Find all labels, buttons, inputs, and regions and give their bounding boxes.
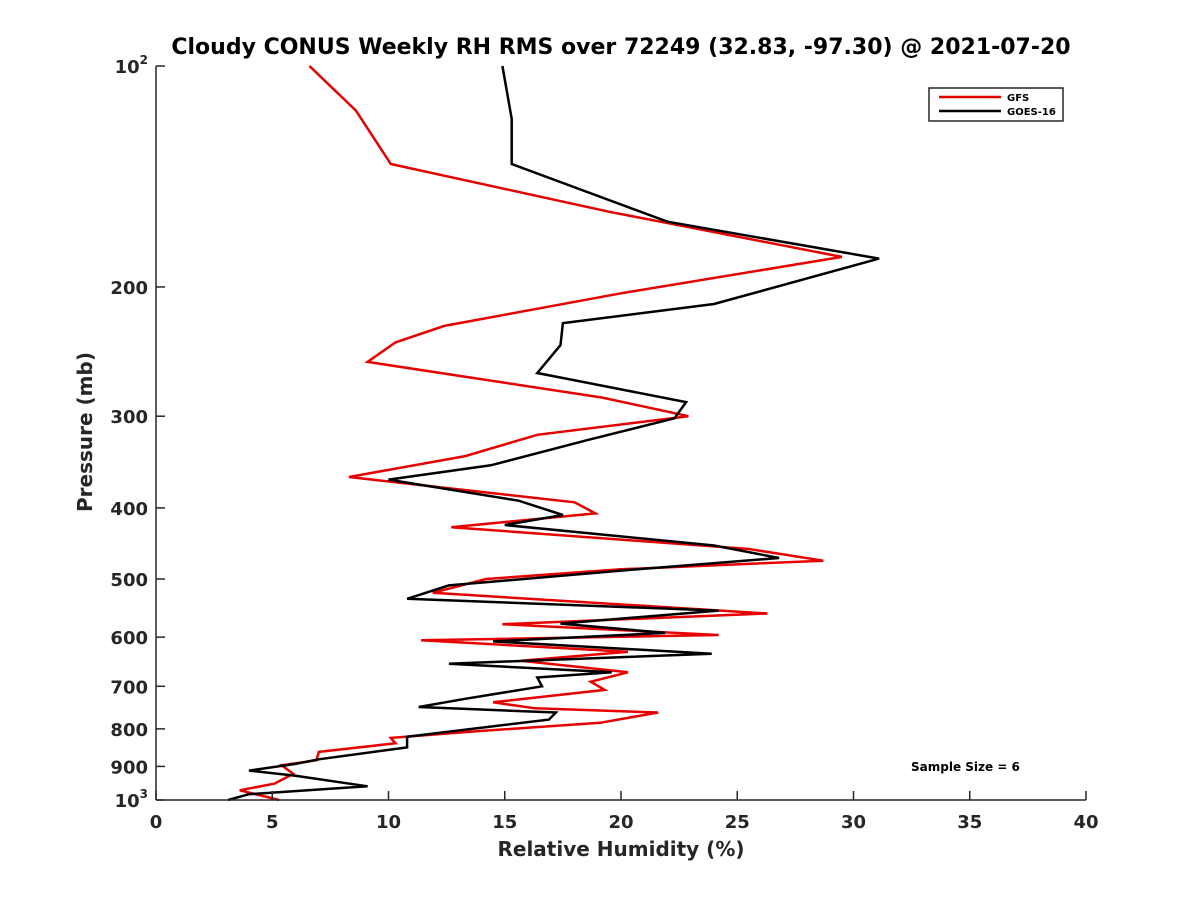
legend: GFS GOES-16 bbox=[928, 87, 1064, 122]
x-tick-label: 20 bbox=[608, 812, 633, 833]
series-layer bbox=[227, 65, 880, 802]
y-tick-label: 400 bbox=[110, 499, 148, 520]
legend-label-gfs: GFS bbox=[1007, 93, 1029, 104]
y-tick-label: 103 bbox=[115, 787, 148, 812]
x-tick-label: 15 bbox=[492, 812, 517, 833]
x-tick-label: 0 bbox=[150, 812, 163, 833]
y-tick-label: 500 bbox=[110, 570, 148, 591]
y-tick-label: 300 bbox=[110, 407, 148, 428]
series-line-gfs bbox=[239, 65, 843, 802]
axes-layer: 0 5 10 15 20 25 30 35 40 102 200 300 400 500 600 700 800… bbox=[110, 53, 1098, 833]
series-line-goes16 bbox=[227, 65, 880, 802]
x-tick-label: 25 bbox=[725, 812, 750, 833]
y-tick-label: 700 bbox=[110, 677, 148, 698]
x-tick-label: 5 bbox=[266, 812, 279, 833]
y-tick-label: 900 bbox=[110, 757, 148, 778]
y-tick-label: 600 bbox=[110, 628, 148, 649]
legend-label-goes16: GOES-16 bbox=[1007, 107, 1056, 118]
x-tick-label: 30 bbox=[841, 812, 866, 833]
y-tick-label: 200 bbox=[110, 278, 148, 299]
y-tick-label: 102 bbox=[115, 53, 148, 78]
x-axis-label: Relative Humidity (%) bbox=[497, 837, 744, 861]
chart-title: Cloudy CONUS Weekly RH RMS over 72249 (3… bbox=[171, 35, 1070, 60]
y-tick-label: 800 bbox=[110, 720, 148, 741]
legend-box bbox=[928, 87, 1064, 122]
y-axis-label: Pressure (mb) bbox=[73, 352, 97, 512]
x-tick-label: 40 bbox=[1073, 812, 1098, 833]
x-tick-label: 10 bbox=[376, 812, 401, 833]
sample-size-annotation: Sample Size = 6 bbox=[911, 760, 1020, 774]
x-tick-label: 35 bbox=[957, 812, 982, 833]
